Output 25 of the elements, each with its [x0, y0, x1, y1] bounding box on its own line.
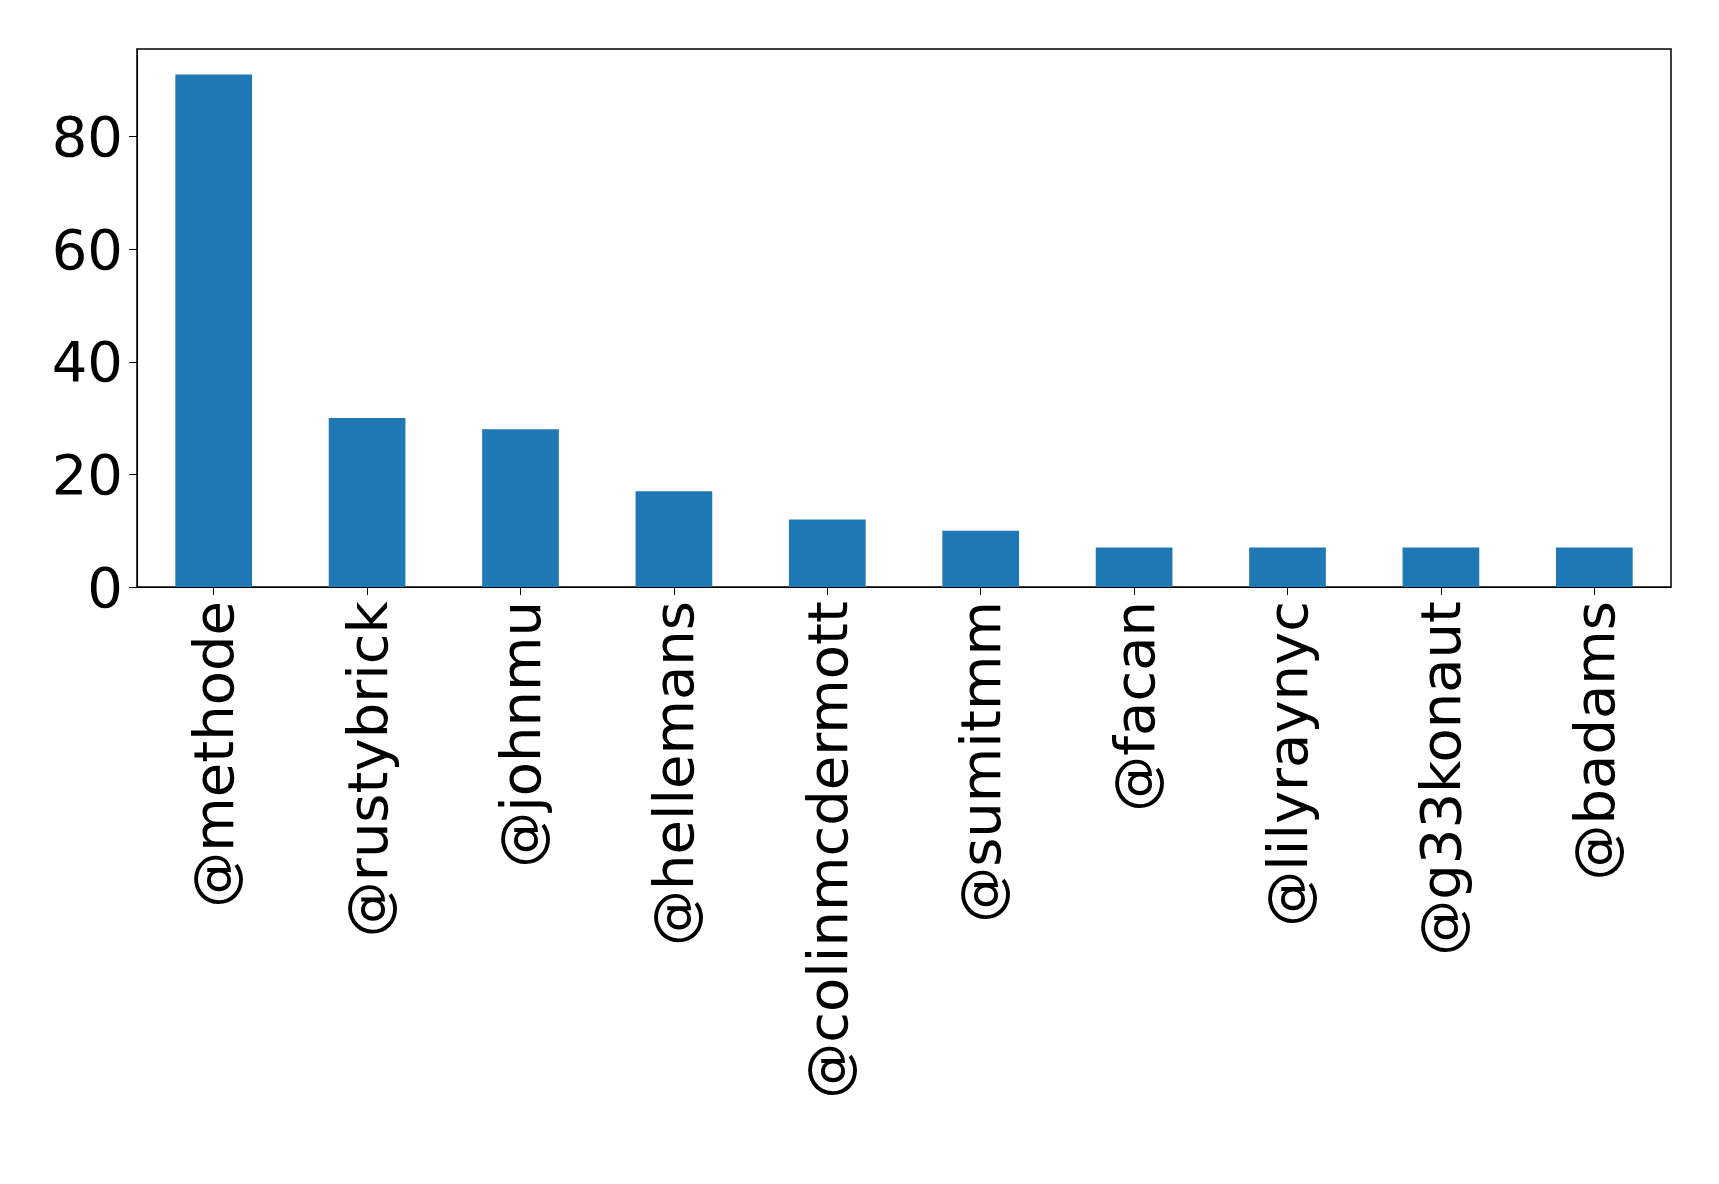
x-tick-label: @colinmcdermott [794, 601, 860, 1099]
x-tick-label: @johnmu [488, 601, 553, 868]
bar [1095, 547, 1173, 587]
x-tick-label: @sumitmm [948, 601, 1014, 923]
bar [1555, 547, 1633, 587]
x-tick-label: @hellemans [641, 601, 707, 947]
bar [175, 74, 253, 587]
bar [788, 519, 866, 587]
bar [635, 491, 713, 587]
bar [482, 429, 559, 587]
x-tick-label: @badams [1561, 601, 1627, 881]
bar [328, 418, 406, 587]
y-tick-label: 40 [51, 329, 123, 395]
bar [1249, 547, 1326, 587]
y-tick-label: 20 [51, 441, 123, 507]
y-tick-label: 0 [87, 554, 123, 620]
bar [1402, 547, 1480, 587]
x-tick-label: @methode [181, 601, 247, 908]
x-tick-label: @g33konaut [1408, 601, 1474, 956]
x-tick-label: @rustybrick [334, 600, 400, 938]
y-tick-label: 60 [51, 216, 123, 282]
bar [942, 530, 1020, 587]
x-tick-label: @facan [1101, 601, 1167, 812]
x-tick-label: @lilyraynyc [1255, 601, 1320, 927]
y-tick-label: 80 [51, 104, 123, 170]
